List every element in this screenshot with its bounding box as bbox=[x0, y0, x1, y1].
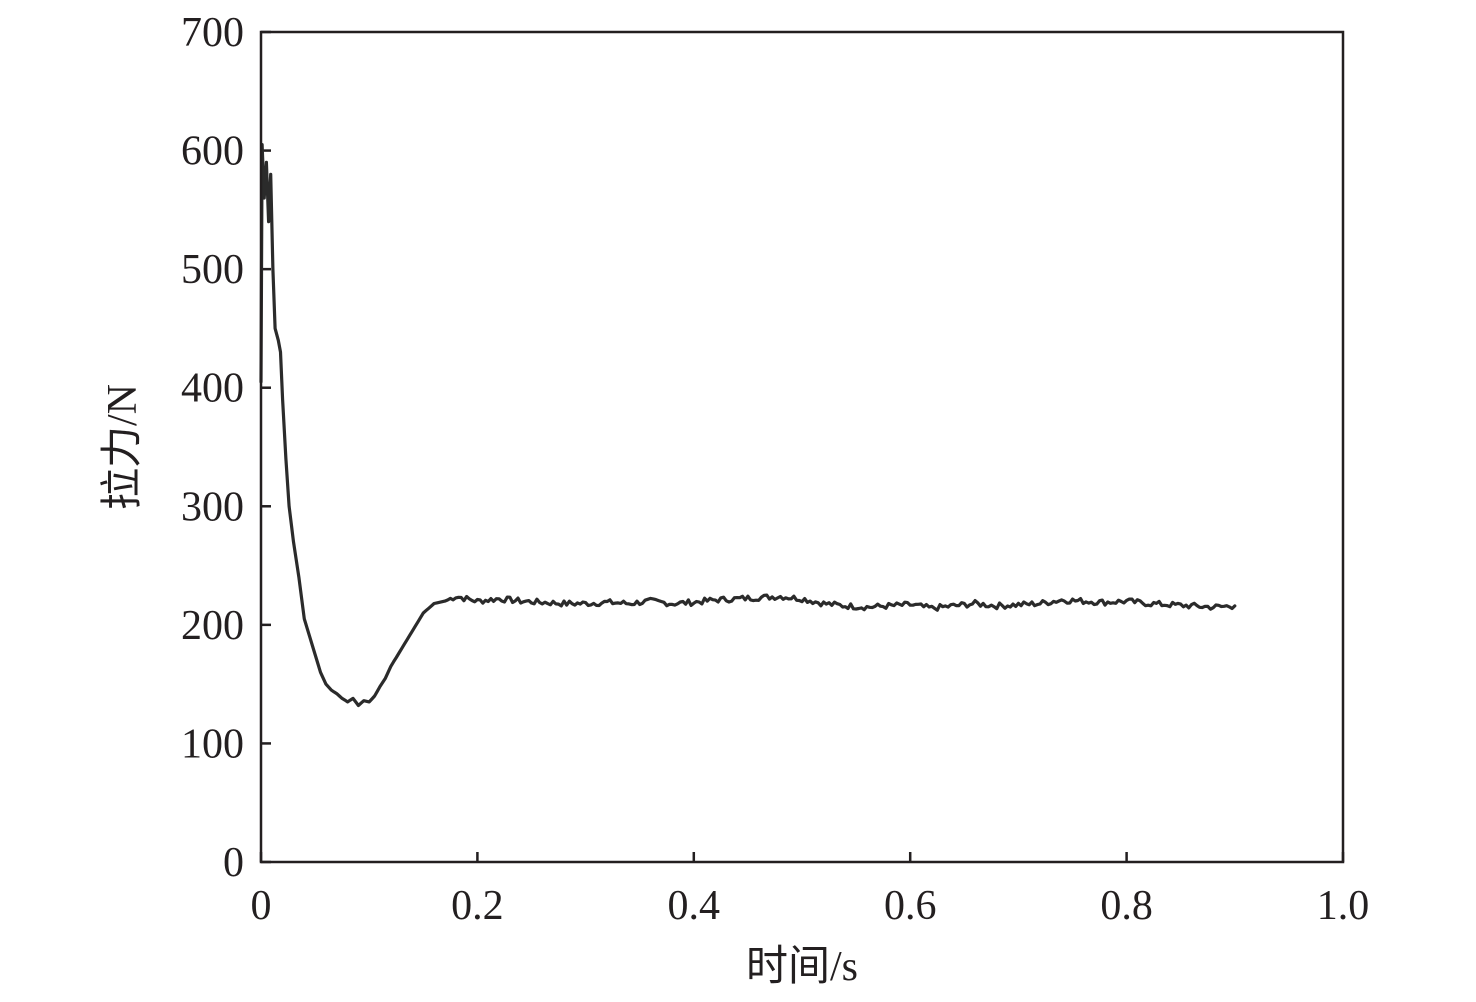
x-tick-label: 0.2 bbox=[451, 883, 504, 929]
y-tick-label: 100 bbox=[181, 721, 244, 767]
x-tick-label: 1.0 bbox=[1317, 883, 1370, 929]
y-tick-label: 600 bbox=[181, 129, 244, 175]
y-tick-label: 400 bbox=[181, 366, 244, 412]
x-tick-label: 0.6 bbox=[884, 883, 937, 929]
ticks-layer bbox=[259, 30, 1345, 864]
labels-layer: 0 0.2 0.4 0.6 0.8 1.0 0 100 200 300 400 500 600 700 bbox=[181, 10, 1369, 929]
x-axis-title: 时间/s bbox=[746, 944, 858, 990]
x-tick-label: 0.4 bbox=[668, 883, 721, 929]
series-line bbox=[259, 143, 1237, 708]
y-tick-label: 0 bbox=[223, 840, 244, 886]
x-tick-label: 0 bbox=[251, 883, 272, 929]
y-tick-label: 500 bbox=[181, 247, 244, 293]
y-tick-label: 300 bbox=[181, 484, 244, 530]
x-tick-label: 0.8 bbox=[1100, 883, 1153, 929]
y-axis-title: 拉力/N bbox=[99, 384, 146, 510]
plot-frame bbox=[259, 30, 1345, 864]
series-layer bbox=[259, 143, 1237, 708]
y-tick-label: 200 bbox=[181, 603, 244, 649]
y-tick-label: 700 bbox=[181, 10, 244, 56]
